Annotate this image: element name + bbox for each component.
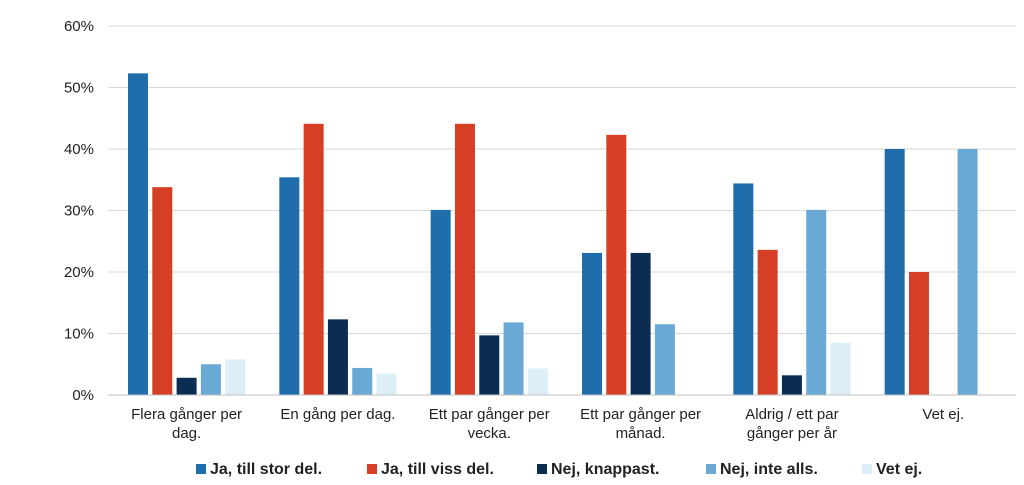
bar: [303, 123, 324, 395]
legend-swatch: [196, 464, 206, 474]
x-category-label: Flera gånger per dag.: [131, 406, 242, 442]
legend-label: Nej, inte alls.: [720, 461, 818, 478]
y-tick-label: 10%: [64, 326, 94, 343]
x-category-label: Ett par gånger per månad.: [580, 406, 701, 442]
legend-swatch: [537, 464, 547, 474]
x-category-label: Vet ej.: [922, 406, 964, 423]
bar: [200, 364, 221, 395]
legend-swatch: [706, 464, 716, 474]
x-category-label: Ett par gånger per vecka.: [429, 406, 550, 442]
legend-label: Ja, till viss del.: [381, 461, 494, 478]
bar: [527, 368, 548, 395]
bar: [757, 249, 778, 395]
bars: [128, 73, 978, 396]
bar: [781, 375, 802, 395]
legend-swatch: [862, 464, 872, 474]
legend-label: Ja, till stor del.: [210, 461, 322, 478]
bar: [279, 177, 300, 395]
bar: [806, 209, 827, 395]
x-category-label: En gång per dag.: [280, 406, 395, 423]
x-category-label: Aldrig / ett par gånger per år: [745, 406, 838, 442]
x-category-line: gånger per år: [747, 425, 837, 442]
bar: [503, 322, 524, 395]
y-tick-label: 0%: [72, 387, 94, 404]
y-tick-label: 20%: [64, 264, 94, 281]
x-category-line: Aldrig / ett par: [745, 406, 838, 423]
x-category-line: En gång per dag.: [280, 406, 395, 423]
bar: [582, 252, 602, 395]
bar: [606, 134, 627, 396]
bar: [908, 272, 929, 395]
bar: [176, 377, 197, 395]
bar: [430, 209, 451, 395]
x-category-line: Ett par gånger per: [580, 406, 701, 423]
x-category-line: Vet ej.: [922, 406, 964, 423]
x-axis-categories: Flera gånger per dag. En gång per dag. Ett …: [131, 406, 964, 442]
y-axis-ticks: 0% 10% 20% 30% 40% 50% 60%: [64, 18, 94, 404]
y-tick-label: 50%: [64, 80, 94, 97]
gridlines: [108, 25, 1016, 334]
bar: [454, 123, 475, 395]
x-category-line: Flera gånger per: [131, 406, 242, 423]
bar: [128, 73, 148, 395]
bar: [152, 187, 173, 395]
x-category-line: Ett par gånger per: [429, 406, 550, 423]
x-category-line: dag.: [172, 425, 201, 442]
bar: [376, 373, 397, 395]
bar: [225, 359, 246, 395]
bar: [327, 319, 348, 395]
y-tick-label: 30%: [64, 203, 94, 220]
x-category-line: vecka.: [468, 425, 511, 442]
legend-swatch: [367, 464, 377, 474]
bar: [352, 367, 373, 395]
bar: [957, 149, 978, 395]
legend-label: Vet ej.: [876, 461, 922, 478]
bar: [479, 335, 500, 395]
y-tick-label: 60%: [64, 18, 94, 35]
bar: [733, 183, 754, 395]
bar: [830, 342, 851, 395]
bar: [654, 324, 675, 395]
y-tick-label: 40%: [64, 141, 94, 158]
legend: Ja, till stor del. Ja, till viss del. Nej,…: [196, 461, 922, 478]
bar: [884, 149, 905, 395]
legend-label: Nej, knappast.: [551, 461, 659, 478]
bar: [630, 252, 651, 395]
x-category-line: månad.: [616, 425, 666, 442]
